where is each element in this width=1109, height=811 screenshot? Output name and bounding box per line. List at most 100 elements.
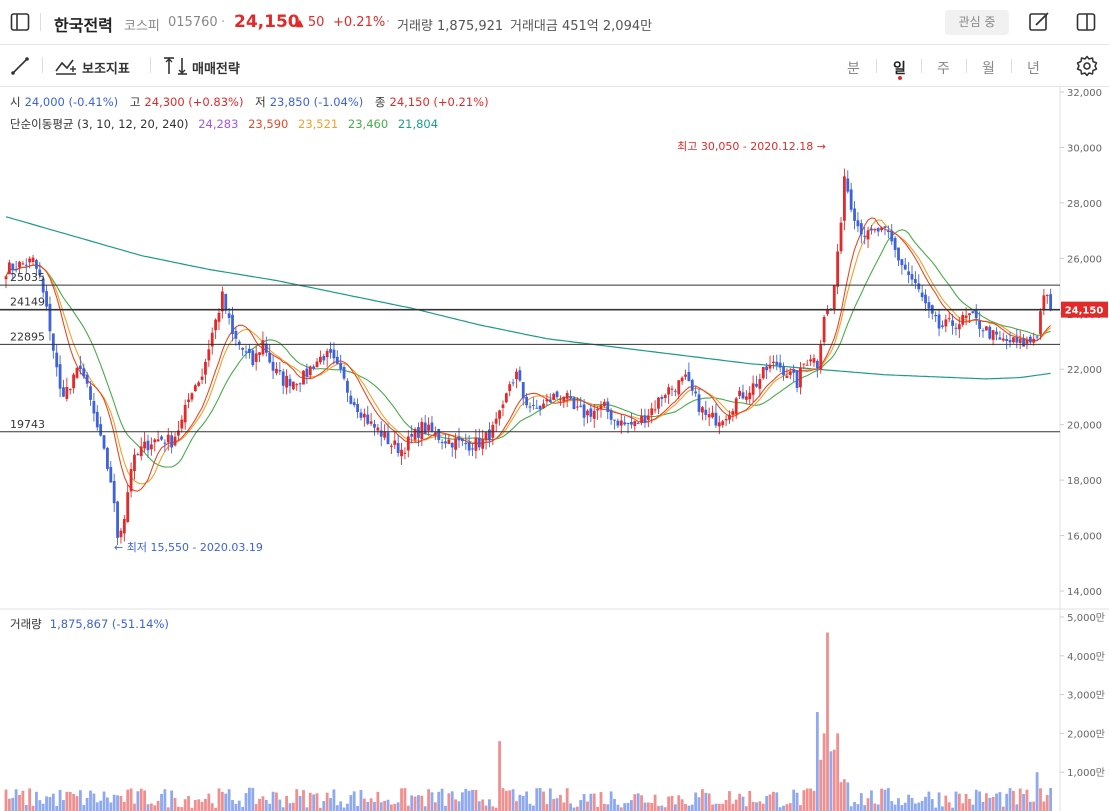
candle-body [616, 420, 620, 426]
volume-bar [1008, 788, 1012, 811]
candle-body [1005, 339, 1009, 342]
candle-body [133, 454, 136, 471]
volume-bar [623, 803, 627, 811]
settings-gear-icon[interactable] [1076, 55, 1098, 77]
candle-body [383, 431, 387, 438]
volume-bar [450, 791, 454, 811]
candle-body [575, 406, 579, 408]
volume-bar [991, 796, 995, 811]
candle-body [457, 436, 461, 441]
stock-header: 한국전력 코스피 015760 · 24,150 ▲ 50 +0.21% · 거… [0, 0, 1109, 45]
candle-body [21, 263, 25, 265]
candle-body [339, 363, 343, 370]
indicator-icon[interactable] [55, 57, 77, 75]
volume-bar [802, 790, 806, 811]
candle-body [183, 404, 187, 423]
volume-bar [579, 800, 583, 811]
volume-bar [893, 804, 897, 811]
candle-body [444, 441, 447, 444]
indicator-button[interactable]: 보조지표 [82, 62, 130, 77]
volume-bar [146, 804, 150, 811]
candle-body [7, 262, 11, 275]
volume-bar [954, 791, 958, 811]
candle-body [741, 392, 745, 399]
draw-line-icon[interactable] [10, 56, 30, 76]
period-tab-day[interactable]: 일 [893, 61, 906, 77]
volume-bar [278, 799, 282, 811]
candle-body [846, 178, 850, 192]
candle-body [937, 314, 941, 329]
support-line-label: 19743 [10, 418, 45, 431]
volume-bar [822, 733, 826, 811]
volume-bar [792, 789, 796, 811]
strategy-icon[interactable] [162, 56, 188, 76]
period-tab-week[interactable]: 주 [937, 61, 950, 77]
candle-body [799, 367, 802, 388]
candle-body [711, 412, 714, 418]
volume-bar [214, 807, 217, 811]
candle-body [258, 352, 261, 355]
volume-bar [498, 741, 501, 811]
volume-bar [28, 788, 32, 811]
candle-body [626, 422, 630, 424]
volume-bar [359, 789, 363, 811]
candle-body [589, 408, 593, 417]
candle-body [373, 423, 376, 428]
volume-bar [768, 794, 772, 811]
candle-body [795, 370, 799, 388]
candle-body [227, 313, 231, 318]
volume-bar [417, 795, 420, 811]
split-view-icon[interactable] [1076, 12, 1096, 32]
volume-info: 거래량 1,875,867 (-51.14%) [10, 616, 169, 632]
price-chart[interactable]: 25035 24149 22895 19743 14,000 16,000 18,000 2… [0, 87, 1109, 811]
volume-bar [62, 800, 65, 811]
volume-bar [961, 803, 965, 811]
candle-body [450, 442, 454, 448]
volume-bar [244, 793, 248, 811]
volume-bar [474, 789, 478, 811]
volume-bar [166, 807, 170, 811]
panel-icon[interactable] [10, 12, 30, 32]
strategy-button[interactable]: 매매전략 [192, 62, 240, 77]
candle-body [393, 440, 397, 445]
volume-bar [207, 793, 211, 811]
candle-body [920, 292, 924, 298]
toolbar-divider [150, 57, 151, 73]
ma-info[interactable]: 단순이동평균 (3, 10, 12, 20, 240) 24,283 23,59… [10, 116, 438, 132]
candle-body [126, 492, 130, 523]
candle-body [748, 392, 752, 400]
candle-body [765, 366, 769, 371]
volume-bar [934, 807, 938, 811]
candle-body [403, 452, 407, 454]
candle-body [82, 368, 86, 377]
candle-body [1012, 337, 1015, 343]
period-tab-minute[interactable]: 분 [847, 61, 860, 77]
candle-body [322, 356, 326, 361]
candle-body [768, 364, 772, 369]
volume-bar [978, 791, 982, 811]
period-tab-month[interactable]: 월 [982, 61, 995, 77]
volume-bar [248, 787, 251, 811]
ma10-line [5, 217, 1051, 492]
volume-bar [870, 790, 873, 811]
candle-body [863, 235, 867, 237]
volume-bar [369, 798, 373, 811]
candle-body [630, 421, 633, 425]
candle-body [460, 438, 464, 442]
volume-bar [501, 788, 505, 811]
period-divider [1011, 59, 1012, 73]
ma20-value: 23,460 [347, 117, 389, 131]
volume-bar [707, 793, 711, 811]
candle-body [122, 518, 126, 534]
volume-bar [447, 793, 451, 811]
candle-body [271, 361, 275, 371]
edit-icon[interactable] [1028, 11, 1050, 33]
candle-body [1008, 340, 1012, 343]
period-tab-year[interactable]: 년 [1027, 61, 1040, 77]
watchlist-button[interactable]: 관심 중 [945, 10, 1009, 35]
volume-bar [143, 790, 147, 811]
candle-body [143, 441, 147, 449]
candle-body [802, 363, 806, 365]
volume-bar [694, 792, 698, 811]
candle-body [106, 447, 109, 469]
